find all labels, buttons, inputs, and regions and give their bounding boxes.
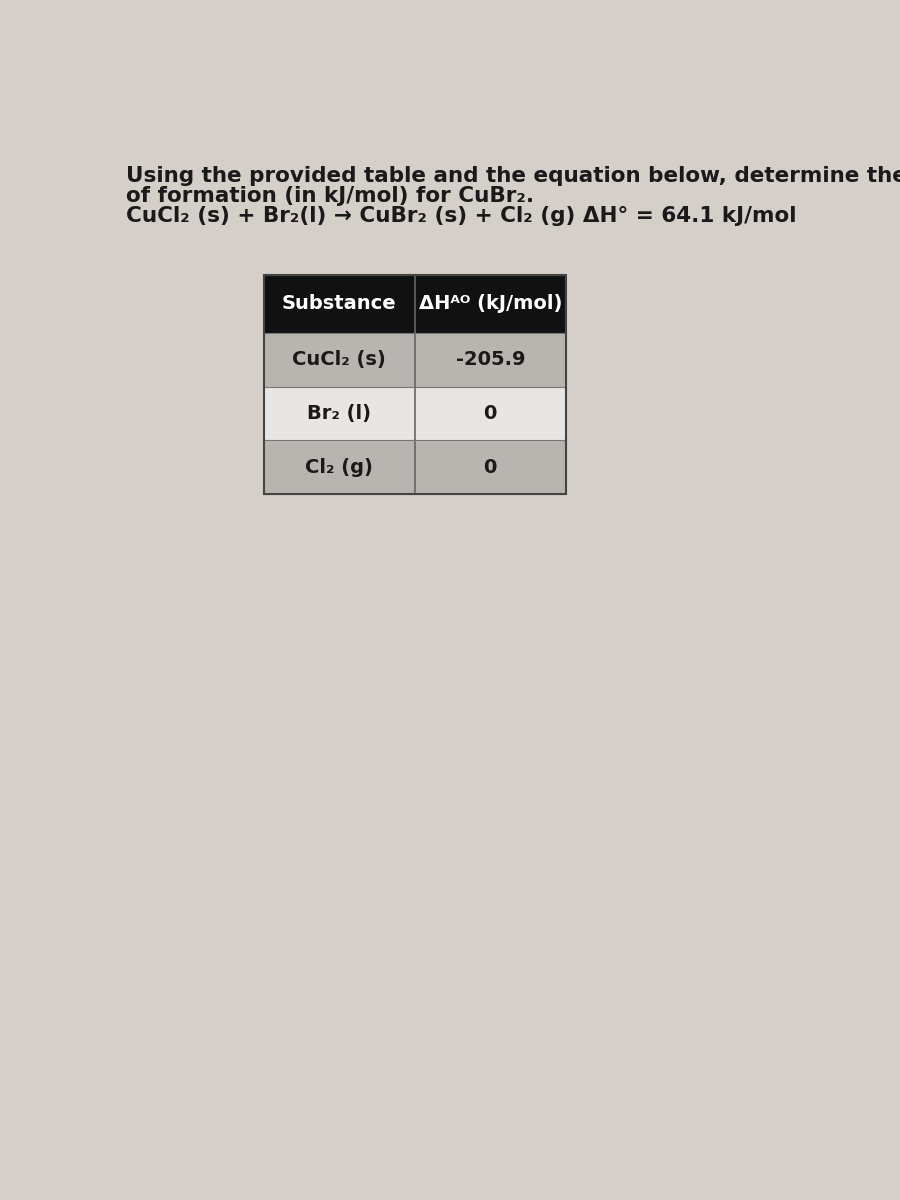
Text: Using the provided table and the equation below, determine the heat: Using the provided table and the equatio… — [126, 166, 900, 186]
Text: of formation (in kJ/mol) for CuBr₂.: of formation (in kJ/mol) for CuBr₂. — [126, 186, 535, 205]
Text: Substance: Substance — [282, 294, 397, 313]
Text: Cl₂ (g): Cl₂ (g) — [305, 458, 374, 476]
Text: CuCl₂ (s) + Br₂(l) → CuBr₂ (s) + Cl₂ (g) ΔH° = 64.1 kJ/mol: CuCl₂ (s) + Br₂(l) → CuBr₂ (s) + Cl₂ (g)… — [126, 205, 797, 226]
Text: -205.9: -205.9 — [455, 350, 525, 370]
Text: Br₂ (l): Br₂ (l) — [307, 404, 371, 422]
Bar — [264, 275, 566, 494]
Text: 0: 0 — [483, 458, 497, 476]
Bar — [264, 332, 566, 386]
Text: ΔHᴬᴼ (kJ/mol): ΔHᴬᴼ (kJ/mol) — [418, 294, 562, 313]
Bar — [264, 440, 566, 494]
Bar — [264, 275, 566, 332]
Text: 0: 0 — [483, 404, 497, 422]
Text: CuCl₂ (s): CuCl₂ (s) — [292, 350, 386, 370]
Bar — [264, 386, 566, 440]
